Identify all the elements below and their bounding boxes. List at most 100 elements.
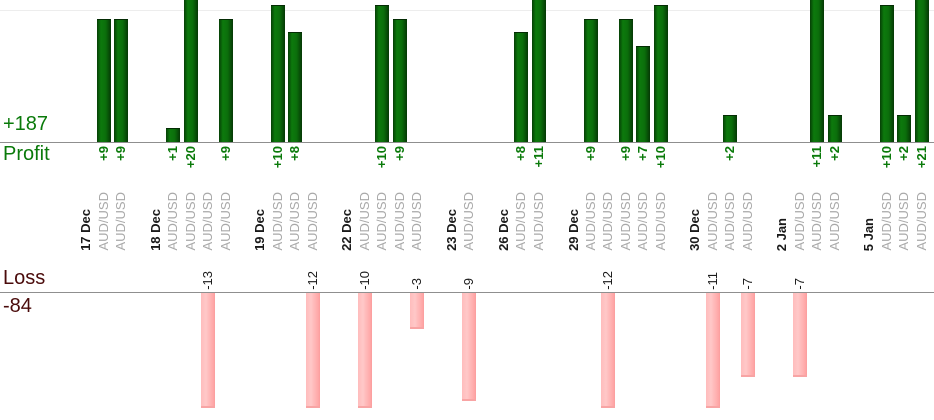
profit-value-label: +9 [95,146,111,161]
loss-value-label: -12 [304,271,320,290]
pair-label: AUD/USD [182,192,198,251]
profit-value-label: +10 [652,146,668,169]
profit-bar [288,32,303,142]
pair-label: AUD/USD [913,192,929,251]
profit-value-label: +11 [530,146,546,168]
pair-label: AUD/USD [356,192,372,251]
profit-value-label: +2 [722,146,738,161]
loss-bar [705,293,720,408]
profit-bar [96,19,111,142]
profit-value-label: +10 [878,146,894,169]
loss-value-label: -7 [739,278,755,290]
loss-bar [792,293,807,377]
profit-value-label: +8 [513,146,529,161]
top-gridline [0,10,934,11]
date-label: 2 Jan [774,217,790,251]
profit-bar [531,0,546,142]
pair-label: AUD/USD [304,192,320,251]
pair-label: AUD/USD [165,192,181,251]
pair-label: AUD/USD [635,192,651,251]
pair-label: AUD/USD [461,192,477,251]
pair-label: AUD/USD [374,192,390,251]
profit-bar [810,0,825,142]
pair-label: AUD/USD [617,192,633,251]
profit-value-label: +20 [182,146,198,169]
pair-label: AUD/USD [113,192,129,251]
loss-value-label: -12 [600,271,616,290]
loss-bar [357,293,372,408]
profit-bar [897,115,912,142]
pair-label: AUD/USD [95,192,111,251]
pair-label: AUD/USD [269,192,285,251]
date-label: 19 Dec [252,209,268,251]
date-label: 22 Dec [339,209,355,251]
date-label: 29 Dec [565,209,581,251]
pair-label: AUD/USD [513,192,529,251]
profit-bar [114,19,129,142]
date-label: 18 Dec [148,209,163,251]
profit-bar [618,19,633,142]
loss-axis-title: Loss [3,267,46,289]
pair-label: AUD/USD [409,192,424,251]
profit-value-label: +9 [583,146,598,161]
pair-label: AUD/USD [809,192,825,251]
loss-value-label: -9 [461,278,477,290]
date-label: 26 Dec [496,209,511,251]
profit-bar [636,46,651,142]
profit-bar [183,0,198,142]
profit-bar [392,19,407,142]
date-label: 23 Dec [443,209,459,251]
profit-axis-line [0,142,934,143]
loss-bar [740,293,755,377]
profit-total: +187 [3,113,49,135]
profit-bar [218,19,233,142]
pair-label: AUD/USD [600,192,616,251]
profit-bar [270,5,285,142]
loss-value-label: -11 [704,272,720,290]
pair-label: AUD/USD [826,192,842,251]
profit-bar [827,115,842,142]
loss-bar [201,293,216,408]
profit-bar [723,115,738,142]
pair-label: AUD/USD [391,192,407,251]
profit-value-label: +2 [896,146,912,161]
profit-value-label: +2 [826,146,842,161]
profit-bar [584,19,598,142]
profit-value-label: +9 [113,146,129,161]
profit-value-label: +1 [165,146,181,161]
pair-label: AUD/USD [530,192,546,251]
loss-bar [410,293,424,329]
loss-value-label: -3 [409,278,424,290]
profit-value-label: +9 [217,146,233,161]
pair-label: AUD/USD [739,192,755,251]
profit-value-label: +9 [391,146,407,161]
profit-bar [166,128,181,142]
pair-label: AUD/USD [652,192,668,251]
loss-value-label: -7 [791,278,807,290]
profit-value-label: +9 [617,146,633,161]
profit-bar [879,5,894,142]
pair-label: AUD/USD [791,192,807,251]
pair-label: AUD/USD [896,192,912,251]
loss-bar [305,293,320,408]
date-label: 30 Dec [687,209,703,251]
profit-bar [914,0,929,142]
date-label: 17 Dec [78,209,94,251]
profit-bar [653,5,668,142]
date-label: 5 Jan [861,217,877,251]
profit-value-label: +10 [269,146,285,169]
pair-label: AUD/USD [722,192,738,251]
pair-label: AUD/USD [704,192,720,251]
profit-value-label: +7 [635,146,651,161]
loss-total: -84 [3,295,32,317]
pair-label: AUD/USD [217,192,233,251]
pair-label: AUD/USD [583,192,598,251]
pair-label: AUD/USD [878,192,894,251]
pair-label: AUD/USD [200,192,216,251]
loss-value-label: -13 [200,271,216,290]
profit-axis-title: Profit [3,143,50,165]
profit-value-label: +11 [809,146,825,168]
profit-bar [514,32,529,142]
loss-bar [462,293,477,401]
